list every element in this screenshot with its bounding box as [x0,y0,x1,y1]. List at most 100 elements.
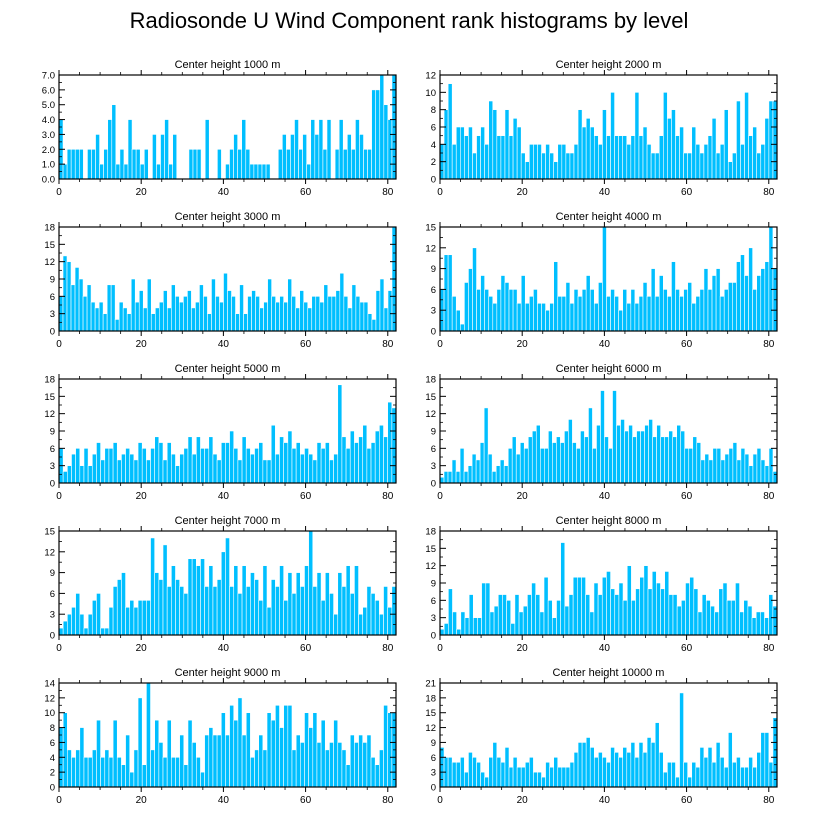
histogram-bar [654,296,660,332]
histogram-bar [255,296,260,332]
histogram-bar [642,126,648,180]
histogram-bar [760,611,765,636]
histogram-bar [726,600,732,636]
histogram-bar [564,430,569,484]
y-tick-label: 2.0 [42,145,55,156]
histogram-bar [267,278,272,332]
histogram-bar [312,459,318,484]
histogram-bar [485,582,491,636]
histogram-bar [768,226,774,332]
histogram-bar [308,530,314,636]
histogram-bar [492,742,498,788]
histogram-bar [233,134,238,180]
histogram-bar [83,448,89,484]
histogram-bar [225,163,230,180]
histogram-bar [692,436,698,484]
histogram-bar [216,579,222,636]
histogram-bar [748,756,753,788]
y-tick-label: 0 [50,479,55,490]
histogram-bar [154,572,160,636]
histogram-bar [577,742,583,788]
y-tick-label: 12 [44,409,55,420]
histogram-bar [259,307,264,332]
histogram-bar [541,152,546,180]
histogram-bar [752,453,758,484]
histogram-bar [104,448,110,484]
histogram-bar [748,135,753,180]
histogram-bar [715,152,721,180]
histogram-bar [104,749,110,788]
histogram-bar [676,605,682,636]
histogram-bar [137,442,143,484]
histogram-bar [520,275,526,332]
histogram-bar [508,766,514,788]
histogram-bar [304,565,309,636]
x-tick-label: 20 [517,643,529,654]
histogram-bar [520,152,526,180]
histogram-bar [310,119,316,180]
y-tick-label: 15 [44,527,55,538]
histogram-bar [732,152,737,180]
y-tick-label: 10 [44,708,55,719]
y-tick-label: 0 [431,479,436,490]
histogram-bar [143,148,149,180]
histogram-bar [772,471,778,484]
histogram-bar [683,289,688,332]
histogram-bar [696,442,702,484]
histogram-bar [112,442,118,484]
x-tick-label: 20 [136,795,148,806]
histogram-bar [324,749,330,788]
histogram-bar [179,453,185,484]
histogram-bar [624,430,629,484]
histogram-bar [239,284,244,332]
x-tick-label: 40 [599,339,611,350]
histogram-bar [324,572,330,636]
histogram-bar [533,144,538,180]
histogram-bar [303,301,309,332]
histogram-bar [736,100,741,180]
histogram-bar [129,600,135,636]
histogram-bar [279,565,284,636]
histogram-bar [714,611,720,636]
x-tick-label: 40 [599,795,611,806]
y-tick-label: 15 [44,392,55,403]
histogram-bar [585,737,591,788]
histogram-bar [756,448,762,484]
x-tick-label: 20 [136,187,148,198]
histogram-bar [477,617,482,636]
histogram-bar [610,92,615,180]
histogram-bar [250,572,255,636]
histogram-bar [137,600,143,636]
histogram-bar [608,448,613,484]
histogram-bar [367,313,373,332]
histogram-bar [647,588,653,636]
histogram-bar [141,600,147,636]
histogram-bar [650,268,656,332]
histogram-bar [755,611,761,636]
rank-histogram-panel: Center height 6000 m 0 3 6 9 12 15 18 0 20 40 60 80 [425,363,778,502]
histogram-bar [191,307,196,332]
histogram-bar [379,278,385,332]
histogram-bar [512,756,518,788]
y-tick-label: 18 [44,375,55,386]
x-tick-label: 0 [56,643,62,654]
histogram-bar [547,600,553,636]
rank-histogram-panel: Center height 3000 m 0 3 6 9 12 15 18 0 20 40 60 80 [44,211,397,350]
histogram-bar [187,436,193,484]
histogram-bar [732,442,738,484]
y-tick-label: 12 [425,243,436,254]
histogram-bar [652,436,657,484]
histogram-bar [266,712,272,788]
histogram-bar [179,734,185,788]
histogram-bar [70,284,76,332]
histogram-bar [270,719,276,788]
histogram-bar [508,135,514,180]
histogram-bar [141,448,147,484]
histogram-bar [150,313,156,332]
histogram-bar [544,448,549,484]
histogram-bar [229,430,235,484]
histogram-bar [447,254,453,332]
histogram-bar [723,109,729,180]
histogram-bar [548,430,553,484]
histogram-bar [383,307,389,332]
